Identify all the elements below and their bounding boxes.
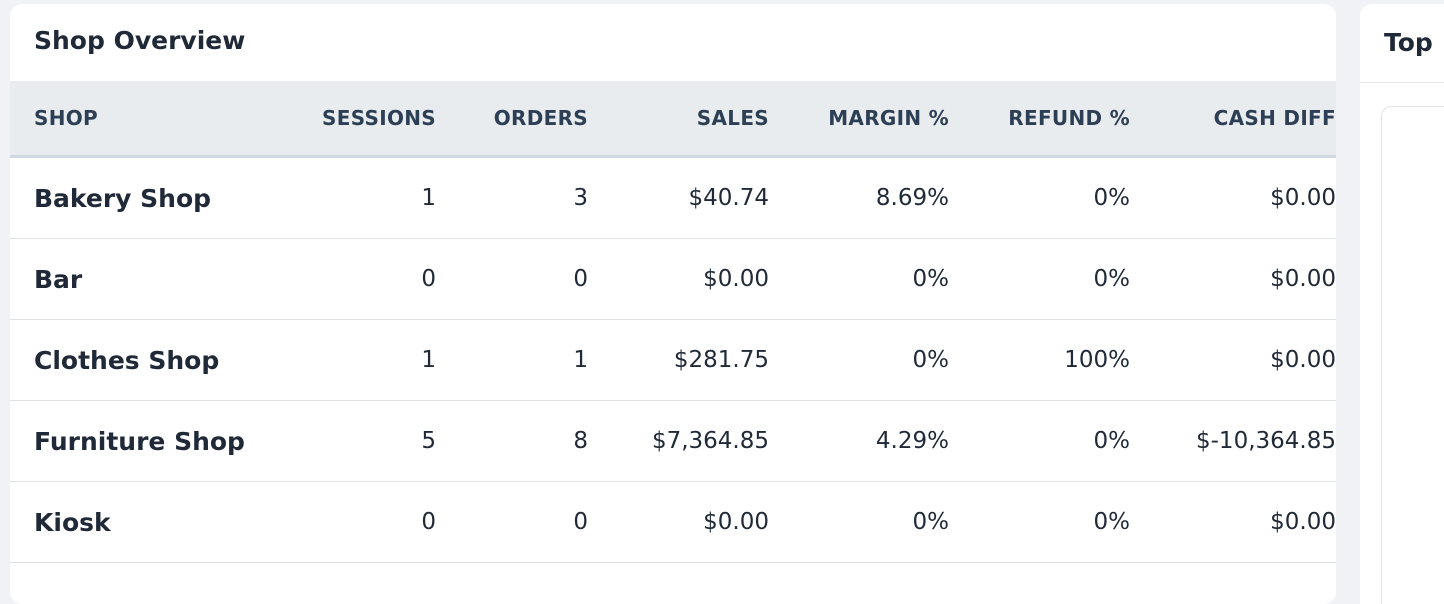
column-header-orders[interactable]: ORDERS <box>436 81 588 158</box>
orders-value: 3 <box>436 156 588 239</box>
table-header: SHOP SESSIONS ORDERS SALES MARGIN % REFU… <box>10 81 1336 158</box>
margin-value: 8.69% <box>769 156 949 239</box>
orders-value: 8 <box>436 400 588 482</box>
orders-value: 0 <box>436 481 588 563</box>
table-row[interactable]: Bakery Shop 1 3 $40.74 8.69% 0% $0.00 <box>10 156 1336 239</box>
shop-overview-card: Shop Overview SHOP SESSIONS ORDERS SALES… <box>10 4 1336 604</box>
refund-value: 100% <box>949 319 1130 401</box>
side-panel-content <box>1381 106 1444 604</box>
sessions-value: 1 <box>278 319 436 401</box>
sales-value: $40.74 <box>588 156 769 239</box>
sessions-value: 0 <box>278 481 436 563</box>
header-row: SHOP SESSIONS ORDERS SALES MARGIN % REFU… <box>10 81 1336 158</box>
column-header-margin[interactable]: MARGIN % <box>769 81 949 158</box>
cash-diff-value: $-10,364.85 <box>1130 400 1336 482</box>
sales-value: $0.00 <box>588 481 769 563</box>
table-row[interactable]: Kiosk 0 0 $0.00 0% 0% $0.00 <box>10 481 1336 563</box>
side-panel-title: Top <box>1384 28 1433 57</box>
sales-value: $7,364.85 <box>588 400 769 482</box>
shop-name: Kiosk <box>10 481 278 563</box>
column-header-cash-diff[interactable]: CASH DIFF <box>1130 81 1336 158</box>
side-panel-divider <box>1360 82 1444 83</box>
margin-value: 0% <box>769 481 949 563</box>
refund-value: 0% <box>949 238 1130 320</box>
top-panel-card: Top <box>1360 4 1444 604</box>
shop-overview-table: SHOP SESSIONS ORDERS SALES MARGIN % REFU… <box>10 81 1336 563</box>
sessions-value: 5 <box>278 400 436 482</box>
table-row[interactable]: Bar 0 0 $0.00 0% 0% $0.00 <box>10 238 1336 320</box>
shop-name: Furniture Shop <box>10 400 278 482</box>
sales-value: $0.00 <box>588 238 769 320</box>
refund-value: 0% <box>949 400 1130 482</box>
card-title: Shop Overview <box>34 26 246 55</box>
shop-name: Clothes Shop <box>10 319 278 401</box>
table-row[interactable]: Furniture Shop 5 8 $7,364.85 4.29% 0% $-… <box>10 400 1336 482</box>
margin-value: 0% <box>769 319 949 401</box>
orders-value: 1 <box>436 319 588 401</box>
cash-diff-value: $0.00 <box>1130 156 1336 239</box>
cash-diff-value: $0.00 <box>1130 319 1336 401</box>
orders-value: 0 <box>436 238 588 320</box>
sales-value: $281.75 <box>588 319 769 401</box>
shop-name: Bakery Shop <box>10 156 278 239</box>
margin-value: 4.29% <box>769 400 949 482</box>
table-row[interactable]: Clothes Shop 1 1 $281.75 0% 100% $0.00 <box>10 319 1336 401</box>
table-body: Bakery Shop 1 3 $40.74 8.69% 0% $0.00 Ba… <box>10 156 1336 563</box>
column-header-sessions[interactable]: SESSIONS <box>278 81 436 158</box>
sessions-value: 1 <box>278 156 436 239</box>
refund-value: 0% <box>949 481 1130 563</box>
margin-value: 0% <box>769 238 949 320</box>
cash-diff-value: $0.00 <box>1130 238 1336 320</box>
column-header-shop[interactable]: SHOP <box>10 81 278 158</box>
column-header-sales[interactable]: SALES <box>588 81 769 158</box>
column-header-refund[interactable]: REFUND % <box>949 81 1130 158</box>
sessions-value: 0 <box>278 238 436 320</box>
refund-value: 0% <box>949 156 1130 239</box>
shop-name: Bar <box>10 238 278 320</box>
cash-diff-value: $0.00 <box>1130 481 1336 563</box>
